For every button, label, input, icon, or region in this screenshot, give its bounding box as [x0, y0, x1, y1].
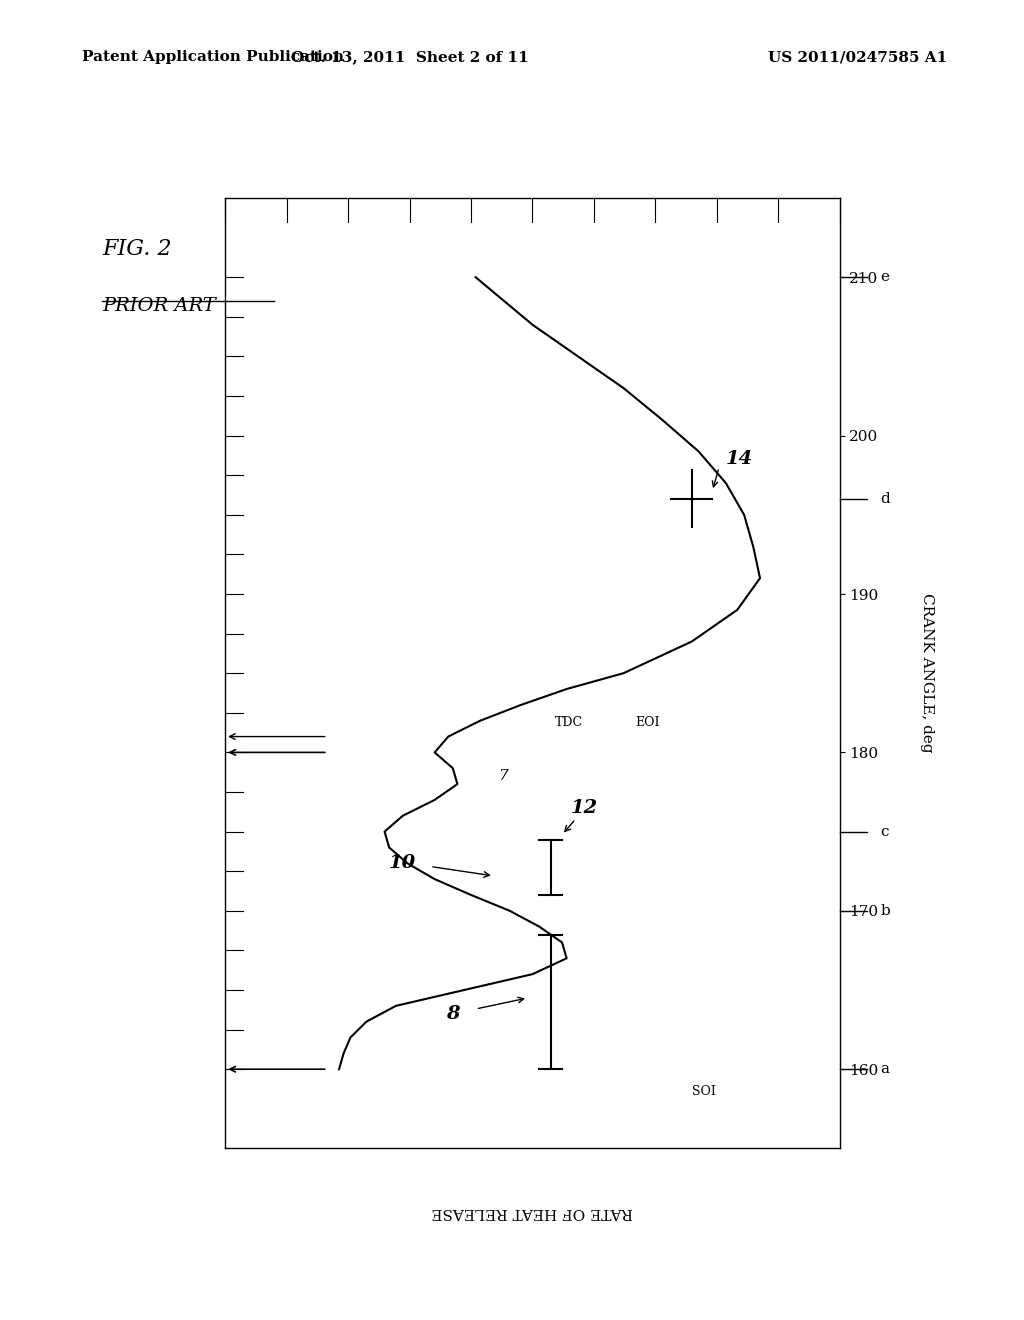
Text: Patent Application Publication: Patent Application Publication — [82, 50, 344, 65]
Text: b: b — [881, 904, 891, 917]
Text: SOI: SOI — [692, 1085, 716, 1098]
Text: 10: 10 — [389, 854, 417, 873]
Text: e: e — [881, 271, 890, 284]
Y-axis label: CRANK ANGLE, deg: CRANK ANGLE, deg — [921, 594, 934, 752]
Text: EOI: EOI — [635, 715, 659, 729]
Text: 14: 14 — [726, 450, 754, 469]
Text: US 2011/0247585 A1: US 2011/0247585 A1 — [768, 50, 947, 65]
Text: d: d — [881, 492, 891, 506]
Text: FIG. 2: FIG. 2 — [102, 238, 172, 260]
Text: RATE OF HEAT RELEASE: RATE OF HEAT RELEASE — [432, 1205, 633, 1220]
Text: a: a — [881, 1063, 890, 1076]
Text: 7: 7 — [499, 770, 508, 783]
Text: 8: 8 — [446, 1005, 460, 1023]
Text: 12: 12 — [571, 799, 598, 817]
Text: PRIOR ART: PRIOR ART — [102, 297, 216, 315]
Text: Oct. 13, 2011  Sheet 2 of 11: Oct. 13, 2011 Sheet 2 of 11 — [291, 50, 528, 65]
Text: c: c — [881, 825, 889, 838]
Text: TDC: TDC — [555, 715, 584, 729]
